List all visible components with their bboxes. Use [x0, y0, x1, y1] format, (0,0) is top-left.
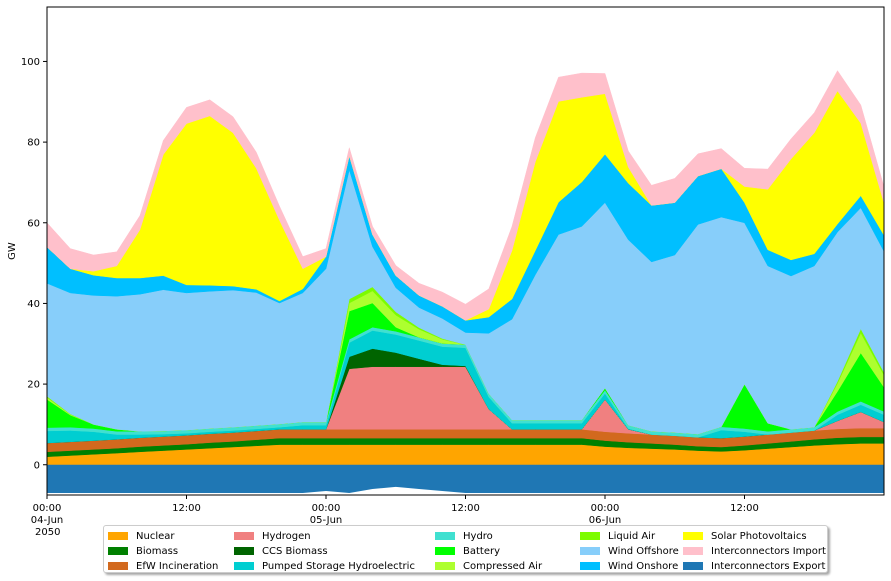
legend-item-solar-photovoltaics: Solar Photovoltaics: [683, 529, 807, 543]
legend-label: Interconnectors Export: [711, 560, 826, 572]
legend-label: Compressed Air: [463, 560, 543, 572]
legend-item-wind-onshore: Wind Onshore: [580, 559, 678, 573]
legend-swatch: [580, 532, 600, 540]
x-tick-label: 00:00: [591, 503, 620, 514]
x-tick-label: 04-Jun: [31, 515, 64, 526]
legend-swatch: [435, 532, 455, 540]
legend-item-ccs-biomass: CCS Biomass: [234, 544, 328, 558]
legend-item-interconnectors-import: Interconnectors Import: [683, 544, 826, 558]
legend-swatch: [234, 532, 254, 540]
x-tick-label: 2050: [35, 527, 60, 538]
legend-label: Interconnectors Import: [711, 545, 826, 557]
legend-item-liquid-air: Liquid Air: [580, 529, 655, 543]
legend-label: Hydrogen: [262, 530, 311, 542]
legend-item-battery: Battery: [435, 544, 500, 558]
legend-label: Hydro: [463, 530, 493, 542]
legend: Nuclear Biomass EfW Incineration Hydrogen CC…: [103, 525, 828, 573]
legend-swatch: [683, 547, 703, 555]
legend-label: Battery: [463, 545, 501, 557]
y-axis: 0 20 40 60 80 100: [21, 57, 47, 471]
legend-swatch: [435, 562, 455, 570]
legend-label: Pumped Storage Hydroelectric: [262, 560, 415, 572]
legend-label: Nuclear: [136, 530, 175, 542]
legend-swatch: [234, 562, 254, 570]
legend-swatch: [435, 547, 455, 555]
x-tick-label: 12:00: [730, 503, 759, 514]
legend-label: Biomass: [136, 545, 179, 557]
legend-item-hydrogen: Hydrogen: [234, 529, 311, 543]
y-tick-label: 80: [27, 138, 40, 149]
legend-label: Solar Photovoltaics: [711, 530, 807, 542]
legend-label: Wind Onshore: [608, 560, 679, 572]
legend-swatch: [580, 547, 600, 555]
legend-item-interconnectors-export: Interconnectors Export: [683, 559, 825, 573]
legend-label: CCS Biomass: [262, 545, 328, 557]
y-tick-label: 20: [27, 380, 40, 391]
legend-item-nuclear: Nuclear: [108, 529, 175, 543]
legend-swatch: [108, 547, 128, 555]
x-tick-label: 00:00: [312, 503, 341, 514]
legend-item-wind-offshore: Wind Offshore: [580, 544, 679, 558]
y-axis-label: GW: [7, 242, 18, 260]
x-tick-label: 12:00: [172, 503, 201, 514]
x-tick-label: 00:00: [33, 503, 62, 514]
chart-areas: [46, 70, 885, 493]
legend-swatch: [683, 532, 703, 540]
legend-label: Liquid Air: [608, 530, 656, 542]
legend-swatch: [108, 562, 128, 570]
legend-swatch: [234, 547, 254, 555]
y-tick-label: 60: [27, 218, 40, 229]
legend-swatch: [108, 532, 128, 540]
area-interconnectors-export: [47, 464, 884, 493]
legend-item-pumped-storage-hydroelectric: Pumped Storage Hydroelectric: [234, 559, 415, 573]
legend-label: EfW Incineration: [136, 560, 219, 572]
y-tick-label: 40: [27, 299, 40, 310]
legend-item-efw-incineration: EfW Incineration: [108, 559, 218, 573]
x-tick-label: 06-Jun: [589, 515, 622, 526]
legend-item-biomass: Biomass: [108, 544, 178, 558]
legend-label: Wind Offshore: [608, 545, 679, 557]
legend-item-hydro: Hydro: [435, 529, 493, 543]
legend-item-compressed-air: Compressed Air: [435, 559, 542, 573]
x-tick-label: 05-Jun: [310, 515, 343, 526]
y-tick-label: 0: [34, 460, 40, 471]
y-tick-label: 100: [21, 57, 40, 68]
legend-swatch: [683, 562, 703, 570]
legend-swatch: [580, 562, 600, 570]
x-tick-label: 12:00: [451, 503, 480, 514]
